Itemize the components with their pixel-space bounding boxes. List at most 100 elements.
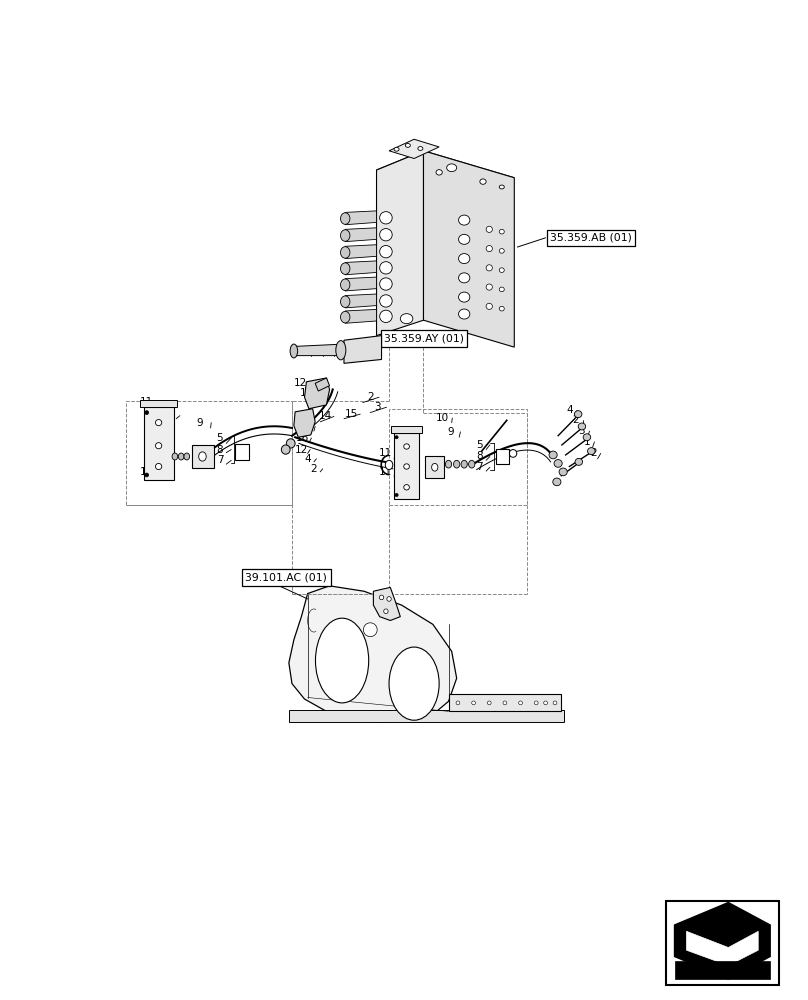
- Text: 11: 11: [379, 448, 392, 458]
- Ellipse shape: [487, 701, 491, 705]
- Text: 14: 14: [300, 421, 313, 431]
- Ellipse shape: [472, 701, 475, 705]
- Ellipse shape: [395, 493, 398, 497]
- Ellipse shape: [499, 229, 504, 234]
- Bar: [394, 433, 419, 499]
- Ellipse shape: [554, 460, 562, 467]
- Text: 2: 2: [367, 392, 373, 402]
- Ellipse shape: [404, 485, 410, 490]
- Text: 11: 11: [379, 467, 392, 477]
- Text: 16: 16: [296, 433, 309, 443]
- Ellipse shape: [509, 450, 517, 457]
- Ellipse shape: [394, 147, 399, 151]
- Polygon shape: [305, 378, 330, 409]
- Ellipse shape: [400, 314, 413, 324]
- Ellipse shape: [380, 295, 392, 307]
- Text: 2: 2: [590, 448, 596, 458]
- Text: 4: 4: [305, 454, 311, 464]
- Ellipse shape: [155, 463, 162, 470]
- Bar: [391, 426, 423, 433]
- Ellipse shape: [499, 287, 504, 292]
- Ellipse shape: [379, 595, 384, 600]
- Ellipse shape: [406, 143, 410, 147]
- Ellipse shape: [380, 246, 392, 258]
- Ellipse shape: [418, 147, 423, 150]
- Ellipse shape: [384, 609, 388, 614]
- Text: 2: 2: [572, 415, 579, 425]
- Ellipse shape: [461, 460, 467, 468]
- Ellipse shape: [549, 451, 558, 459]
- Text: 6: 6: [238, 447, 245, 457]
- Polygon shape: [423, 151, 515, 347]
- Ellipse shape: [519, 701, 523, 705]
- Ellipse shape: [281, 445, 290, 454]
- Bar: [675, 961, 770, 979]
- Text: 8: 8: [217, 445, 223, 455]
- Ellipse shape: [385, 460, 393, 470]
- Ellipse shape: [340, 247, 350, 258]
- Ellipse shape: [340, 279, 350, 291]
- Text: 7: 7: [477, 462, 483, 472]
- Ellipse shape: [575, 458, 583, 465]
- Ellipse shape: [340, 213, 350, 224]
- Ellipse shape: [499, 249, 504, 253]
- Text: 35.359.AY (01): 35.359.AY (01): [384, 334, 464, 344]
- Ellipse shape: [583, 434, 591, 441]
- Polygon shape: [289, 586, 457, 722]
- Ellipse shape: [336, 341, 346, 360]
- Polygon shape: [377, 151, 423, 336]
- Ellipse shape: [587, 448, 595, 455]
- Ellipse shape: [145, 411, 149, 415]
- Text: 1: 1: [583, 437, 590, 447]
- Text: 11: 11: [140, 397, 153, 407]
- Ellipse shape: [389, 647, 440, 720]
- Text: 9: 9: [447, 427, 454, 437]
- Ellipse shape: [574, 411, 582, 418]
- Polygon shape: [345, 211, 377, 225]
- Ellipse shape: [340, 263, 350, 274]
- Ellipse shape: [459, 234, 469, 244]
- Polygon shape: [389, 139, 440, 158]
- Ellipse shape: [559, 468, 567, 476]
- Ellipse shape: [199, 452, 206, 461]
- Polygon shape: [315, 378, 330, 391]
- Text: 2: 2: [310, 464, 318, 474]
- Text: 17: 17: [162, 411, 175, 421]
- Ellipse shape: [404, 444, 410, 449]
- Ellipse shape: [486, 303, 492, 309]
- Ellipse shape: [456, 701, 460, 705]
- Text: 39.101.AC (01): 39.101.AC (01): [246, 572, 327, 582]
- Bar: [144, 407, 174, 480]
- Ellipse shape: [486, 284, 492, 290]
- Ellipse shape: [499, 185, 504, 189]
- Text: 11: 11: [140, 467, 153, 477]
- Ellipse shape: [459, 273, 469, 283]
- Ellipse shape: [172, 453, 178, 460]
- Ellipse shape: [315, 618, 368, 703]
- Bar: [191, 445, 213, 468]
- Text: 6: 6: [499, 451, 506, 461]
- Polygon shape: [675, 902, 770, 979]
- Text: 7: 7: [217, 455, 223, 465]
- Text: 13: 13: [300, 388, 313, 398]
- Ellipse shape: [340, 311, 350, 323]
- Ellipse shape: [380, 262, 392, 274]
- Ellipse shape: [364, 623, 377, 637]
- Ellipse shape: [184, 453, 190, 460]
- Polygon shape: [687, 931, 758, 966]
- Text: 12: 12: [293, 378, 307, 388]
- Ellipse shape: [447, 164, 457, 172]
- Ellipse shape: [486, 226, 492, 232]
- Polygon shape: [345, 309, 377, 323]
- Ellipse shape: [145, 473, 149, 477]
- Bar: [495, 449, 509, 464]
- Ellipse shape: [534, 701, 538, 705]
- Polygon shape: [345, 277, 377, 291]
- Polygon shape: [294, 409, 315, 437]
- Text: 5: 5: [477, 440, 483, 450]
- Ellipse shape: [486, 265, 492, 271]
- Ellipse shape: [459, 215, 469, 225]
- Text: 8: 8: [477, 451, 483, 461]
- Ellipse shape: [380, 212, 392, 224]
- Ellipse shape: [286, 439, 295, 448]
